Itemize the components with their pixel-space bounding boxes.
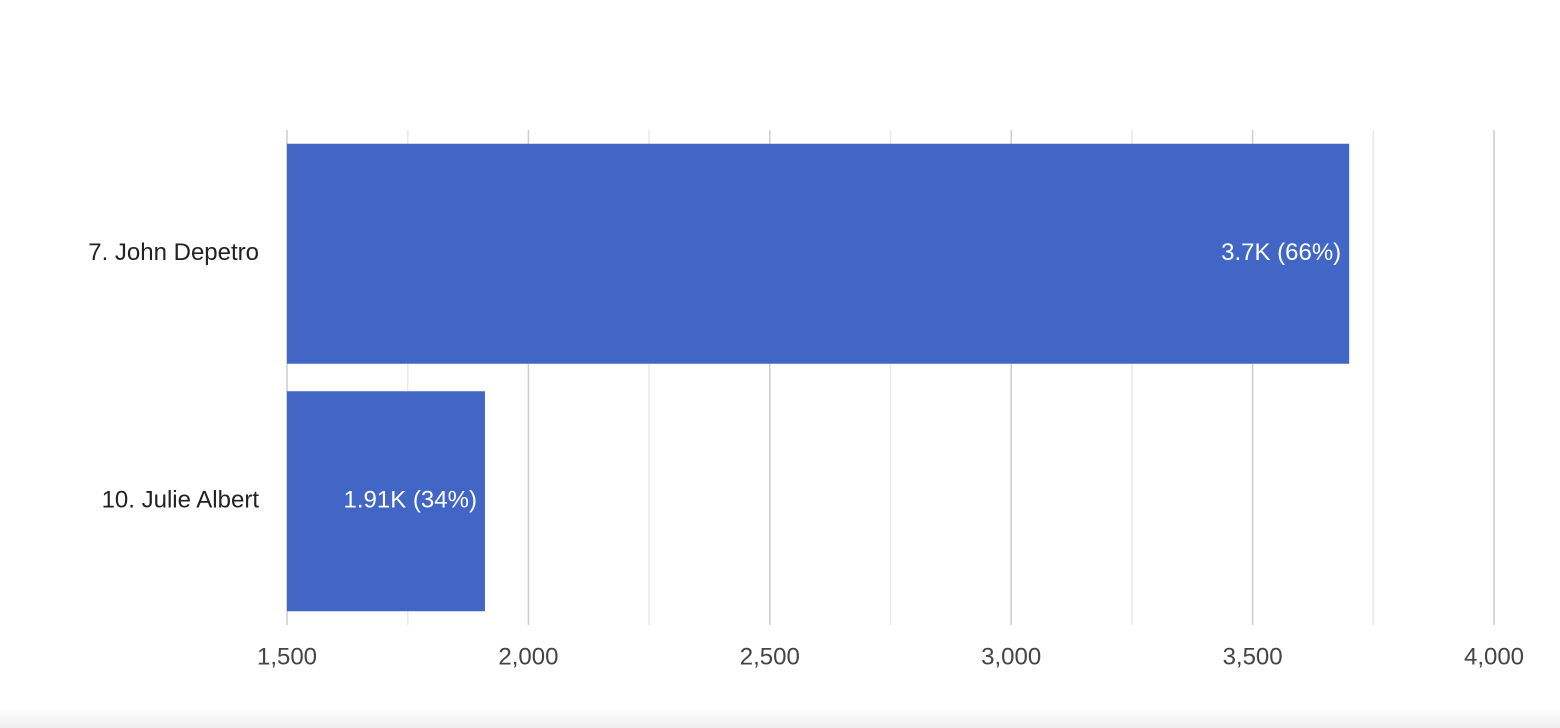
value-label: 1.91K (34%) xyxy=(344,487,477,514)
y-tick-label: 7. John Depetro xyxy=(88,239,259,266)
bottom-fade xyxy=(0,708,1560,728)
x-tick-label: 4,000 xyxy=(1464,643,1524,670)
x-tick-label: 3,000 xyxy=(981,643,1041,670)
x-tick-label: 3,500 xyxy=(1223,643,1283,670)
bar xyxy=(287,391,485,612)
x-tick-label: 2,000 xyxy=(498,643,558,670)
bar xyxy=(287,143,1350,364)
value-label: 3.7K (66%) xyxy=(1221,239,1341,266)
y-tick-label: 10. Julie Albert xyxy=(102,487,260,514)
x-tick-label: 2,500 xyxy=(740,643,800,670)
x-tick-label: 1,500 xyxy=(257,643,317,670)
